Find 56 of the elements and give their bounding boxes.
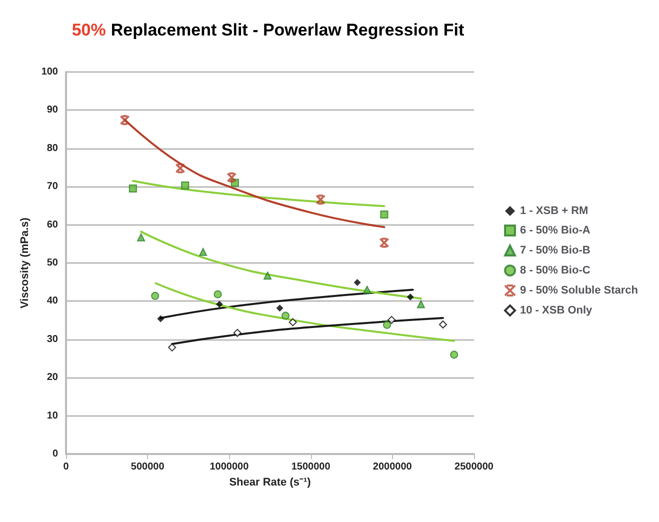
- point: [363, 286, 372, 294]
- x-tick-label: 1000000: [210, 462, 250, 472]
- y-tick-label: 0: [52, 448, 58, 460]
- y-tick-label: 30: [46, 334, 58, 345]
- y-tick-label: 20: [46, 372, 58, 384]
- point: [214, 290, 222, 298]
- point: [157, 315, 164, 322]
- y-tick-label: 80: [46, 142, 58, 154]
- y-tick-label: 10: [46, 410, 58, 422]
- point: [316, 194, 326, 205]
- point: [288, 318, 297, 326]
- x-axis-title: Shear Rate (s⁻¹): [229, 476, 312, 488]
- point: [383, 320, 392, 329]
- point: [450, 350, 458, 359]
- legend-label: 6 - 50% Bio-A: [520, 224, 590, 236]
- point: [216, 300, 223, 308]
- point: [406, 294, 414, 300]
- y-tick-label: 50: [46, 258, 58, 268]
- chart-title: 50% Replacement Slit - Powerlaw Regression Fit: [72, 20, 464, 40]
- point: [199, 248, 208, 256]
- point: [137, 233, 146, 242]
- point: [438, 320, 447, 328]
- x-tick-label: 2500000: [454, 462, 494, 472]
- point: [181, 181, 190, 190]
- point: [276, 304, 284, 312]
- point: [416, 300, 425, 308]
- point: [264, 272, 272, 280]
- point: [168, 343, 176, 352]
- line-series: [132, 180, 386, 208]
- y-tick-label: 60: [46, 219, 58, 230]
- legend-label: 7 - 50% Bio-B: [520, 244, 590, 256]
- legend-label: 9 - 50% Soluble Starch: [520, 284, 638, 296]
- x-tick-label: 500000: [130, 462, 165, 472]
- y-tick-label: 100: [41, 66, 58, 78]
- legend-label: 1 - XSB + RM: [520, 205, 588, 217]
- point: [380, 210, 388, 218]
- point: [388, 316, 396, 324]
- x-tick-label: 0: [63, 462, 70, 472]
- point: [128, 184, 137, 193]
- y-tick-label: 90: [46, 104, 58, 116]
- point: [233, 328, 242, 337]
- point: [282, 312, 290, 320]
- point: [175, 163, 186, 174]
- legend-label: 10 - XSB Only: [520, 304, 594, 316]
- y-tick-label: 40: [46, 296, 58, 307]
- point: [226, 172, 237, 182]
- point: [151, 292, 160, 300]
- line-series: [154, 282, 456, 342]
- x-tick-label: 2000000: [372, 462, 412, 472]
- point: [120, 115, 130, 126]
- point: [354, 278, 361, 286]
- y-tick-label: 70: [46, 181, 58, 192]
- x-tick-label: 1500000: [291, 462, 331, 472]
- legend-label: 8 - 50% Bio-C: [520, 264, 590, 276]
- y-axis-title: Viscosity (mPa.s): [18, 217, 31, 308]
- point: [379, 238, 390, 248]
